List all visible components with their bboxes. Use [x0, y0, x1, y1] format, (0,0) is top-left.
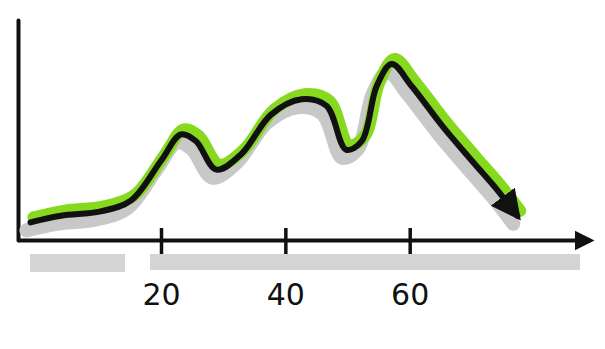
x-axis-line — [19, 239, 591, 243]
x-tick: 20 — [142, 228, 180, 312]
line — [30, 64, 517, 222]
x-tick-mark — [284, 228, 288, 254]
axis-shadow — [30, 254, 125, 272]
y-axis-line — [17, 21, 21, 241]
x-tick: 40 — [267, 228, 305, 312]
x-axis: 20 40 60 — [19, 228, 591, 312]
chart: 20 40 60 — [0, 0, 605, 349]
x-tick: 60 — [391, 228, 429, 312]
axis-shadow — [150, 254, 580, 270]
line-highlight — [33, 59, 520, 217]
x-tick-label: 40 — [267, 277, 305, 312]
y-axis — [18, 21, 19, 241]
x-tick-label: 20 — [142, 277, 180, 312]
x-tick-mark — [160, 228, 164, 254]
x-tick-mark — [408, 228, 412, 254]
x-tick-label: 60 — [391, 277, 429, 312]
plot-area — [26, 59, 520, 230]
